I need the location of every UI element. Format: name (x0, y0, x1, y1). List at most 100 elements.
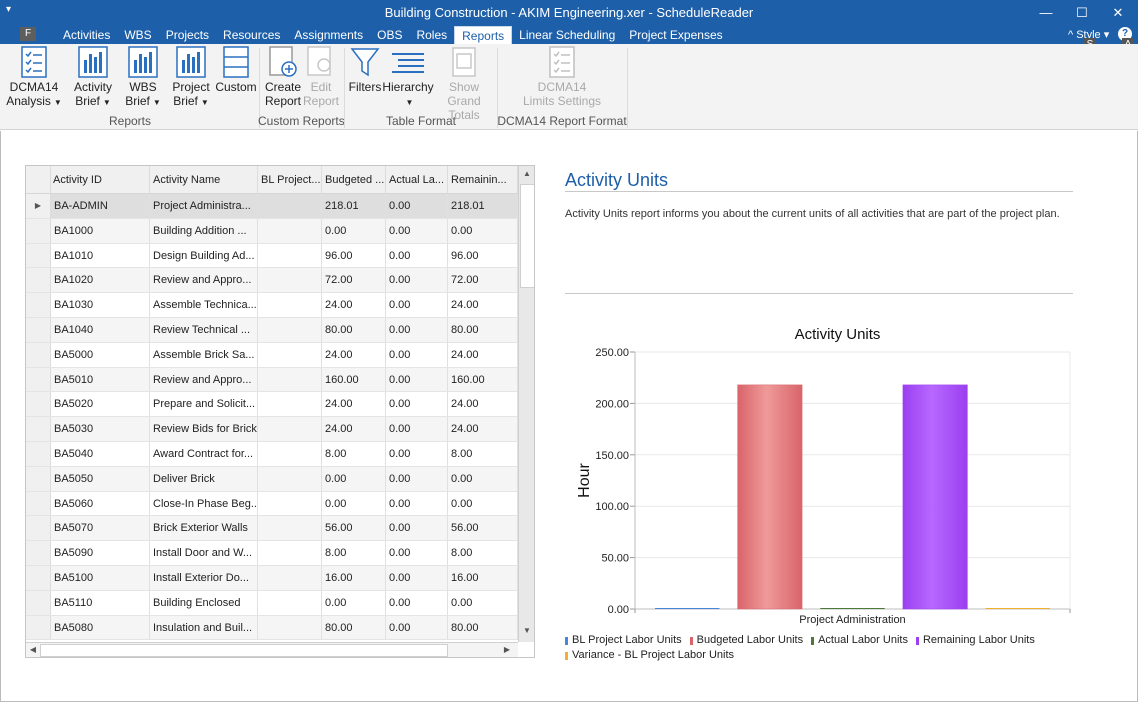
table-row[interactable]: BA5090 Install Door and W... 8.00 0.00 8.00 (26, 541, 518, 566)
row-header[interactable] (26, 367, 51, 392)
maximize-button[interactable]: ☐ (1076, 5, 1088, 20)
row-header[interactable]: ▶ (26, 194, 51, 218)
horizontal-scrollbar[interactable]: ◀ ▶ (26, 642, 518, 657)
row-header[interactable] (26, 491, 51, 516)
table-row[interactable]: BA5020 Prepare and Solicit... 24.00 0.00 24.… (26, 392, 518, 418)
row-header[interactable] (26, 615, 51, 640)
row-header[interactable] (26, 565, 51, 590)
report-title: Activity Units (565, 170, 669, 190)
menu-item-resources[interactable]: Resources (223, 28, 281, 42)
hierarchy-button[interactable]: Hierarchy ▼ (382, 46, 434, 110)
activity-brief-button[interactable]: Activity Brief ▼ (68, 46, 118, 110)
table-cell: 80.00 (448, 317, 518, 342)
row-header[interactable] (26, 293, 51, 317)
table-row[interactable]: BA5010 Review and Appro... 160.00 0.00 160.0… (26, 367, 518, 393)
row-header-corner (26, 166, 51, 193)
row-header[interactable] (26, 516, 51, 541)
table-row[interactable]: BA5070 Brick Exterior Walls 56.00 0.00 56.00 (26, 516, 518, 542)
legend-item: Actual Labor Units (811, 633, 908, 648)
table-row[interactable]: BA1010 Design Building Ad... 96.00 0.00 96.0… (26, 243, 518, 269)
legend-label: Actual Labor Units (818, 634, 908, 646)
table-cell: Building Enclosed (150, 590, 258, 615)
help-icon[interactable]: ? (1118, 27, 1132, 41)
project-brief-button[interactable]: Project Brief ▼ (166, 46, 216, 110)
menu-item-assignments[interactable]: Assignments (294, 28, 364, 42)
table-row[interactable]: BA1030 Assemble Technica... 24.00 0.00 24.00 (26, 293, 518, 318)
row-header[interactable] (26, 392, 51, 417)
file-tab[interactable]: F (20, 27, 36, 41)
column-header[interactable]: Actual La... (386, 166, 448, 193)
table-cell: BA1000 (51, 218, 150, 243)
quick-access-button[interactable]: ▾ (6, 4, 12, 15)
dcma-analysis-button[interactable]: DCMA14 Analysis ▼ (4, 46, 64, 110)
row-header[interactable] (26, 317, 51, 342)
table-cell (258, 491, 322, 516)
wbs-brief-button[interactable]: WBS Brief ▼ (118, 46, 168, 110)
y-axis-label: Hour (576, 462, 593, 497)
row-header[interactable] (26, 243, 51, 268)
table-row[interactable]: BA1040 Review Technical ... 80.00 0.00 80.00 (26, 317, 518, 343)
menu-item-reports[interactable]: Reports (454, 26, 513, 44)
table-row[interactable]: BA5030 Review Bids for Brick 24.00 0.00 24.0… (26, 417, 518, 442)
row-header[interactable] (26, 541, 51, 565)
table-cell: 8.00 (322, 441, 386, 466)
table-cell: 0.00 (386, 417, 448, 441)
table-row[interactable]: BA1020 Review and Appro... 72.00 0.00 72.00 (26, 268, 518, 294)
row-header[interactable] (26, 417, 51, 441)
vertical-scroll-thumb[interactable] (520, 184, 534, 288)
scroll-left-icon[interactable]: ◀ (29, 645, 37, 654)
custom-button[interactable]: Custom (214, 46, 258, 94)
close-button[interactable]: ✕ (1112, 5, 1124, 20)
bar-remaining-labor-units (902, 384, 968, 610)
table-row[interactable]: BA5060 Close-In Phase Beg... 0.00 0.00 0.00 (26, 491, 518, 517)
create-report-button[interactable]: Create Report (262, 46, 304, 108)
column-header[interactable]: Activity Name (150, 166, 258, 193)
row-header[interactable] (26, 590, 51, 615)
table-row[interactable]: BA5040 Award Contract for... 8.00 0.00 8.00 (26, 441, 518, 467)
menu-item-obs[interactable]: OBS (377, 28, 403, 42)
table-format-group-label: Table Format (385, 114, 457, 128)
menu-item-linear-scheduling[interactable]: Linear Scheduling (519, 28, 616, 42)
table-row[interactable]: BA5110 Building Enclosed 0.00 0.00 0.00 (26, 590, 518, 616)
filters-button[interactable]: Filters (348, 46, 382, 94)
table-icon (223, 46, 249, 78)
table-cell: 0.00 (448, 590, 518, 615)
table-row[interactable]: BA5050 Deliver Brick 0.00 0.00 0.00 (26, 466, 518, 492)
row-header[interactable] (26, 342, 51, 367)
table-row[interactable]: BA5000 Assemble Brick Sa... 24.00 0.00 24.00 (26, 342, 518, 368)
table-cell: BA5020 (51, 392, 150, 417)
menu-item-roles[interactable]: Roles (416, 28, 448, 42)
table-row[interactable]: ▶ BA-ADMIN Project Administra... 218.01 0.00… (26, 194, 518, 219)
horizontal-scroll-thumb[interactable] (40, 644, 448, 657)
menu-item-wbs[interactable]: WBS (124, 28, 152, 42)
menu-item-activities[interactable]: Activities (63, 28, 111, 42)
row-header[interactable] (26, 218, 51, 243)
column-header[interactable]: Budgeted ... (322, 166, 386, 193)
row-header[interactable] (26, 441, 51, 466)
column-header[interactable]: Activity ID (51, 166, 150, 193)
show-grand-totals-button[interactable]: Show Grand Totals (432, 46, 496, 122)
project-brief-label-1: Project (172, 80, 210, 94)
table-cell (258, 417, 322, 441)
vertical-scrollbar[interactable]: ▲ ▼ (518, 166, 534, 642)
scroll-up-icon[interactable]: ▲ (523, 169, 531, 178)
table-cell: Project Administra... (150, 194, 258, 218)
column-header[interactable]: Remainin... (448, 166, 518, 193)
table-row[interactable]: BA1000 Building Addition ... 0.00 0.00 0.00 (26, 218, 518, 244)
table-row[interactable]: BA5080 Insulation and Buil... 80.00 0.00 80.… (26, 615, 518, 641)
dcma-limits-settings-button[interactable]: DCMA14 Limits Settings (508, 46, 616, 108)
menu-item-project-expenses[interactable]: Project Expenses (629, 28, 723, 42)
table-cell: 0.00 (448, 491, 518, 516)
minimize-button[interactable]: — (1039, 5, 1053, 20)
column-header[interactable]: BL Project... (258, 166, 322, 193)
row-header[interactable] (26, 268, 51, 293)
scroll-down-icon[interactable]: ▼ (523, 626, 531, 635)
menu-item-projects[interactable]: Projects (165, 28, 210, 42)
edit-report-button[interactable]: Edit Report (302, 46, 340, 108)
row-header[interactable] (26, 466, 51, 491)
style-menu[interactable]: ^ Style ▾ (1068, 29, 1110, 41)
table-row[interactable]: BA5100 Install Exterior Do... 16.00 0.00 16.… (26, 565, 518, 591)
scroll-right-icon[interactable]: ▶ (503, 645, 511, 654)
hierarchy-label: Hierarchy (382, 80, 434, 94)
table-cell (258, 194, 322, 218)
